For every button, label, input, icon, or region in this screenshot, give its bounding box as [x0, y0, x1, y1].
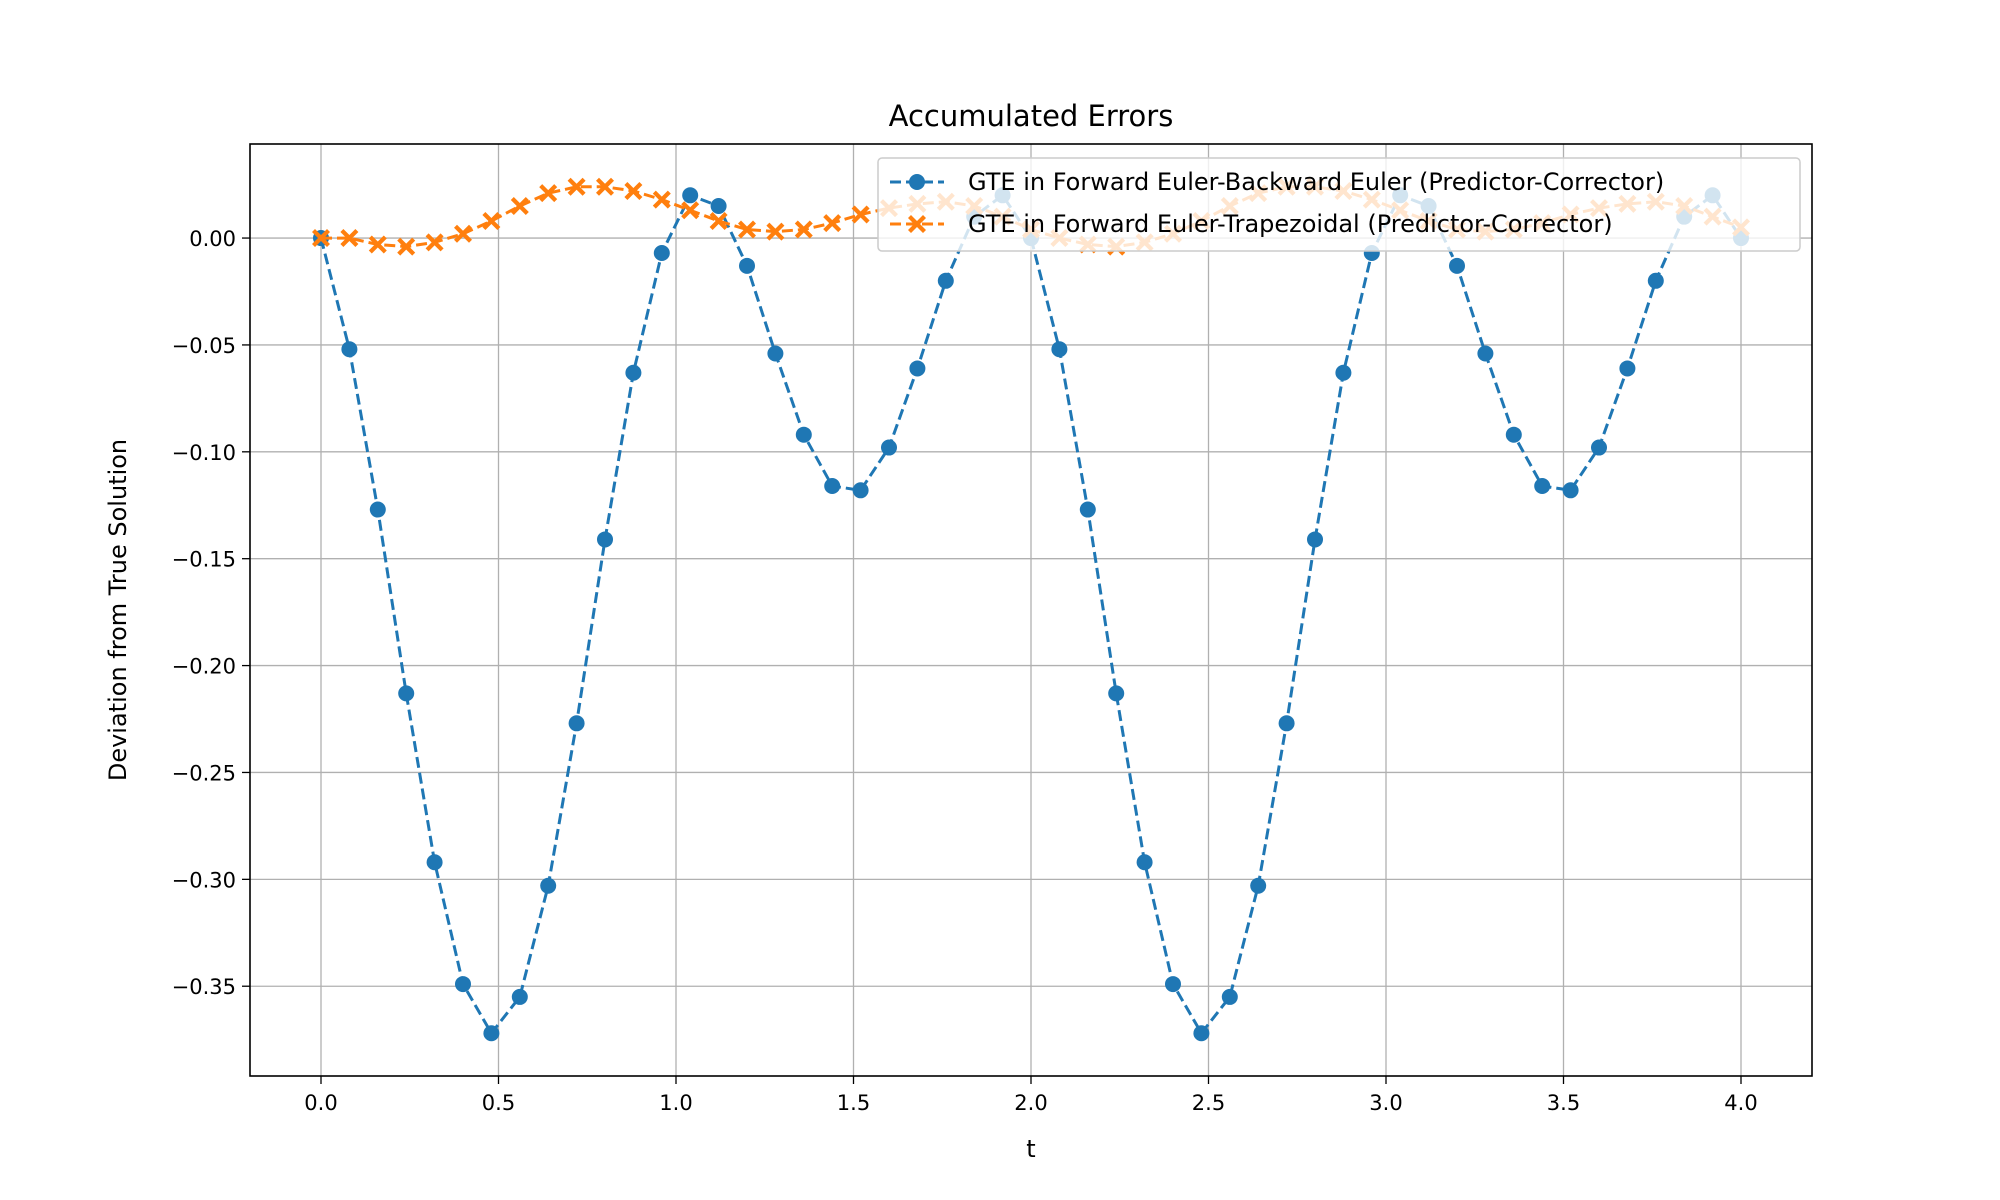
- x-tick-label: 0.0: [304, 1091, 337, 1115]
- data-point: [1193, 1025, 1210, 1042]
- data-point: [397, 237, 416, 256]
- data-point: [852, 482, 869, 499]
- data-point: [652, 190, 671, 209]
- data-point: [1165, 976, 1181, 993]
- data-point: [398, 685, 415, 702]
- legend-label-backward-euler: GTE in Forward Euler-Backward Euler (Pre…: [968, 168, 1664, 196]
- data-point: [539, 184, 558, 203]
- y-tick-label: −0.35: [172, 975, 236, 999]
- data-point: [1221, 988, 1238, 1005]
- data-point: [341, 341, 358, 358]
- data-point: [739, 257, 755, 274]
- y-tick-label: −0.15: [172, 548, 236, 572]
- data-point: [1250, 877, 1267, 894]
- y-tick-label: −0.10: [172, 441, 236, 465]
- x-tick-label: 1.0: [659, 1091, 692, 1115]
- data-point: [767, 345, 784, 362]
- y-tick-label: −0.20: [172, 655, 236, 679]
- data-point: [1307, 531, 1323, 548]
- data-point: [909, 360, 926, 377]
- data-point: [881, 439, 897, 456]
- legend: GTE in Forward Euler-Backward Euler (Pre…: [877, 157, 1801, 252]
- data-point: [455, 976, 471, 993]
- chart-title: Accumulated Errors: [889, 99, 1174, 133]
- legend-marker-trapezoidal: [908, 215, 926, 233]
- x-tick-label: 1.5: [837, 1091, 870, 1115]
- y-tick-label: −0.05: [172, 334, 236, 358]
- data-point: [1108, 685, 1125, 702]
- data-point: [738, 220, 756, 239]
- data-point: [1619, 360, 1636, 377]
- data-point: [1534, 478, 1551, 495]
- y-tick-label: 0.00: [189, 227, 236, 251]
- legend-label-trapezoidal: GTE in Forward Euler-Trapezoidal (Predic…: [968, 210, 1613, 238]
- data-point: [1647, 272, 1664, 289]
- x-tick-label: 3.0: [1369, 1091, 1402, 1115]
- data-point: [596, 177, 614, 196]
- data-point: [1079, 501, 1096, 518]
- data-point: [369, 501, 386, 518]
- data-point: [824, 478, 841, 495]
- data-point: [568, 715, 585, 732]
- axis-ticks: 0.0 0.5 1.0 1.5 2.0 2.5 3.0 3.5 4.0 0.00 −0.05 −0.1…: [172, 227, 1758, 1115]
- data-point: [1278, 715, 1295, 732]
- data-point: [510, 196, 529, 215]
- data-point: [368, 235, 387, 254]
- data-point: [709, 211, 728, 230]
- data-point: [624, 182, 643, 201]
- data-point: [426, 854, 443, 871]
- data-point: [511, 988, 528, 1005]
- data-point: [425, 233, 444, 252]
- data-point: [483, 1025, 500, 1042]
- data-point: [1051, 341, 1068, 358]
- series-line: [319, 193, 1743, 1036]
- data-point: [454, 224, 472, 243]
- data-point: [340, 229, 359, 248]
- x-axis-label: t: [1026, 1135, 1035, 1163]
- data-point: [681, 201, 700, 220]
- data-point: [597, 531, 613, 548]
- legend-marker-backward-euler: [909, 174, 925, 190]
- data-point: [766, 222, 785, 241]
- data-point: [625, 364, 642, 381]
- data-point: [312, 229, 330, 248]
- data-point: [653, 245, 670, 262]
- data-point: [682, 187, 699, 204]
- data-point: [1136, 854, 1153, 871]
- data-point: [937, 272, 954, 289]
- legend-box: [877, 157, 1801, 252]
- y-tick-label: −0.30: [172, 868, 236, 892]
- data-point: [851, 205, 870, 224]
- x-tick-label: 4.0: [1724, 1091, 1757, 1115]
- data-point: [1449, 257, 1465, 274]
- y-tick-label: −0.25: [172, 761, 236, 785]
- data-point: [567, 177, 586, 196]
- data-point: [794, 220, 813, 239]
- data-point: [1591, 439, 1607, 456]
- data-point: [795, 426, 812, 443]
- data-point: [1505, 426, 1522, 443]
- data-point: [1562, 482, 1579, 499]
- data-point: [540, 877, 557, 894]
- data-point: [823, 214, 842, 233]
- x-tick-label: 2.5: [1192, 1091, 1225, 1115]
- data-point: [710, 197, 727, 214]
- x-tick-label: 3.5: [1547, 1091, 1580, 1115]
- data-point: [1477, 345, 1494, 362]
- x-tick-label: 0.5: [482, 1091, 515, 1115]
- x-tick-label: 2.0: [1014, 1091, 1047, 1115]
- data-point: [482, 211, 501, 230]
- y-axis-label: Deviation from True Solution: [104, 439, 132, 781]
- data-point: [1335, 364, 1352, 381]
